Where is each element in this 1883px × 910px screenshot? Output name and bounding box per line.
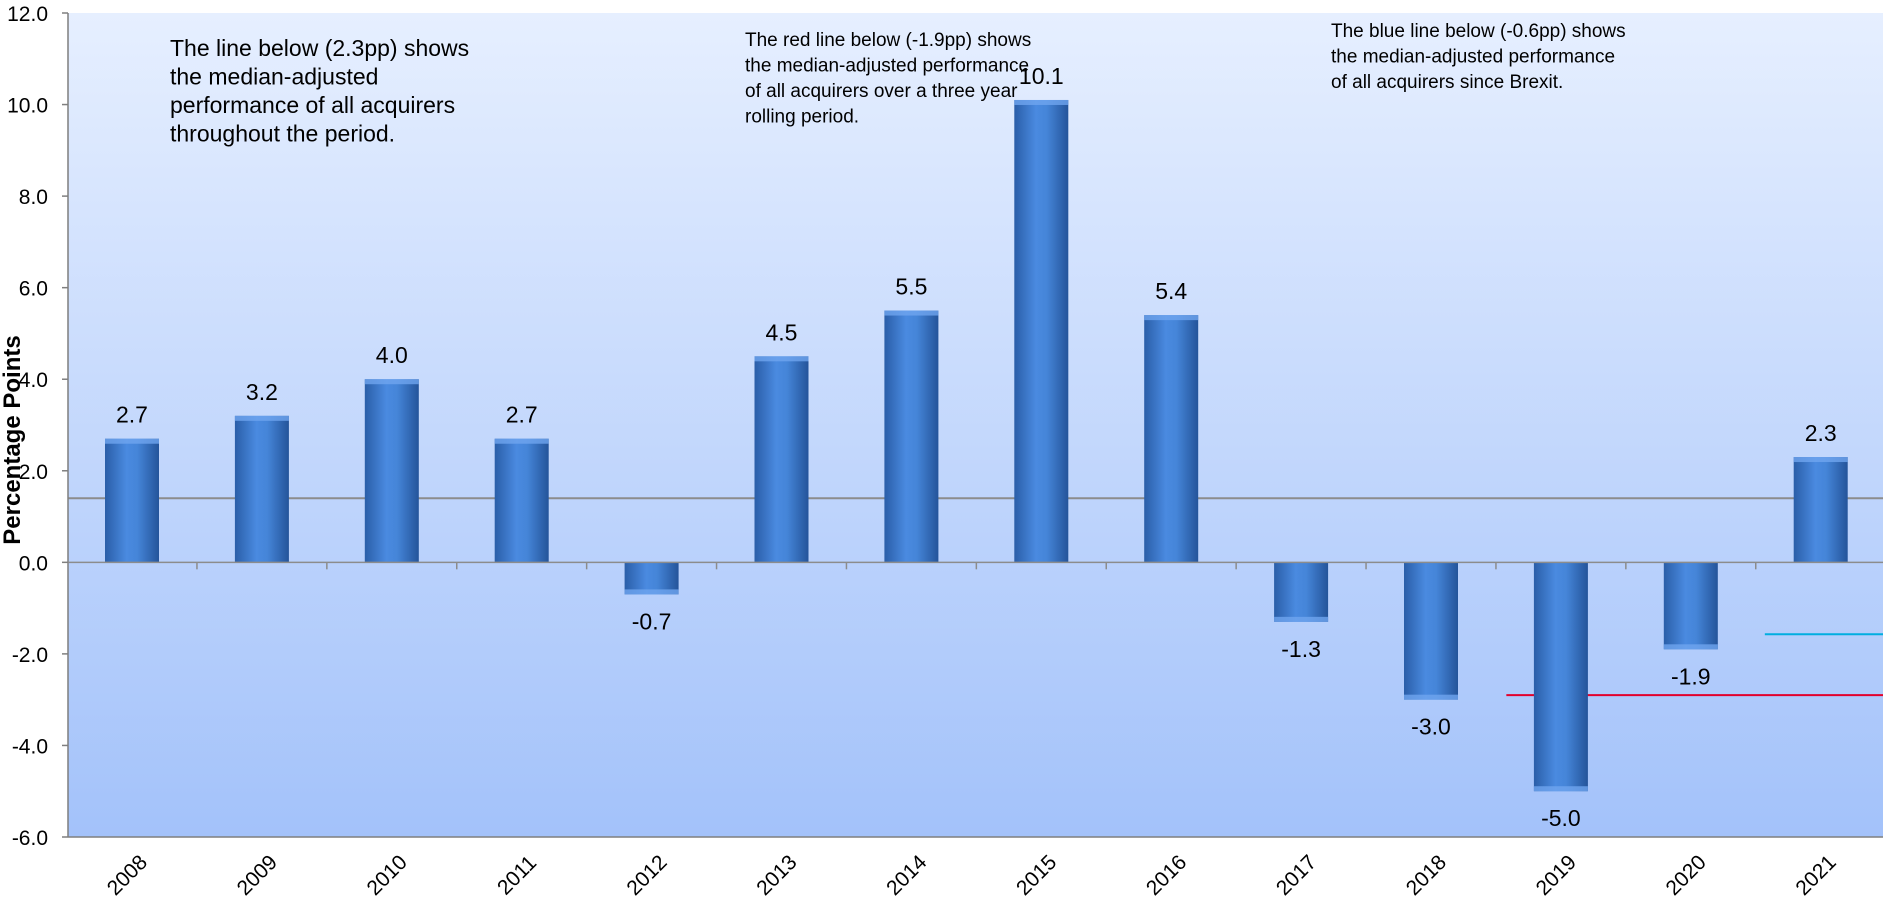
data-label: 5.5 — [895, 274, 927, 300]
data-label: 10.1 — [1019, 63, 1064, 89]
bar-2013 — [754, 356, 809, 563]
axes-group — [62, 12, 1883, 838]
annotation-2: The red line below (-1.9pp) shows the med… — [745, 30, 1031, 128]
data-label: 4.0 — [376, 342, 408, 368]
bar-cap — [884, 310, 939, 316]
bar-body — [1663, 562, 1718, 650]
y-tick-label: -4.0 — [12, 735, 48, 758]
data-label: 3.2 — [246, 379, 278, 405]
bar-2020 — [1663, 562, 1718, 650]
x-tick-label: 2021 — [1791, 851, 1840, 900]
x-tick-label: 2010 — [363, 851, 412, 900]
bar-cap — [1274, 616, 1329, 622]
bar-body — [624, 562, 679, 595]
x-tick-label: 2019 — [1532, 851, 1581, 900]
data-label: 4.5 — [766, 319, 798, 345]
bar-cap — [105, 438, 159, 444]
bar-cap — [754, 356, 809, 362]
bar-cap — [1533, 786, 1588, 792]
y-tick-label: 4.0 — [19, 369, 48, 392]
y-tick-label: 2.0 — [19, 461, 48, 484]
bar-body — [1144, 315, 1199, 563]
data-label: 5.4 — [1155, 278, 1187, 304]
bar-body — [364, 379, 419, 563]
bar-2014 — [884, 310, 939, 563]
bar-cap — [494, 438, 549, 444]
bar-cap — [364, 379, 419, 385]
y-tick-label: 8.0 — [19, 186, 48, 209]
y-tick-label: 0.0 — [19, 552, 48, 575]
data-label: 2.7 — [116, 402, 148, 428]
bar-body — [1014, 99, 1069, 563]
bar-2021 — [1793, 457, 1848, 563]
bar-body — [1404, 562, 1458, 700]
y-tick-label: -2.0 — [12, 644, 48, 667]
bar-body — [884, 310, 939, 563]
y-tick-label: 10.0 — [7, 95, 48, 118]
bar-2012 — [624, 562, 679, 595]
bar-2010 — [364, 379, 419, 563]
bar-2009 — [234, 415, 289, 563]
bar-cap — [1014, 99, 1069, 105]
bar-2016 — [1144, 315, 1199, 563]
bar-body — [234, 415, 289, 563]
data-label: -1.3 — [1281, 636, 1321, 662]
data-label: 2.7 — [506, 402, 538, 428]
annotation-1: The line below (2.3pp) shows the median-a… — [170, 35, 469, 147]
x-tick-label: 2008 — [103, 851, 152, 900]
bar-body — [105, 438, 159, 563]
y-axis-title: Percentage Points — [0, 335, 26, 544]
data-label: -0.7 — [632, 608, 672, 634]
bar-cap — [1404, 694, 1458, 700]
bar-2011 — [494, 438, 549, 563]
x-tick-label: 2015 — [1012, 851, 1061, 900]
bar-2015 — [1014, 99, 1069, 563]
bar-2008 — [105, 438, 159, 563]
bar-cap — [234, 415, 289, 421]
bar-2017 — [1274, 562, 1329, 622]
bar-body — [494, 438, 549, 563]
x-tick-label: 2018 — [1402, 851, 1451, 900]
bar-cap — [1793, 457, 1848, 463]
annotation-3: The blue line below (-0.6pp) shows the me… — [1331, 21, 1626, 93]
bars-group — [105, 99, 1848, 792]
bar-2018 — [1404, 562, 1458, 700]
bar-cap — [1144, 315, 1199, 321]
y-tick-label: 6.0 — [19, 278, 48, 301]
bar-body — [1274, 562, 1329, 622]
bar-body — [1793, 457, 1848, 563]
bar-2019 — [1533, 562, 1588, 792]
y-tick-label: 12.0 — [7, 3, 48, 26]
x-tick-label: 2014 — [882, 851, 932, 901]
x-tick-label: 2017 — [1272, 851, 1321, 900]
bar-body — [1533, 562, 1588, 792]
data-label: 2.3 — [1805, 420, 1837, 446]
x-tick-label: 2009 — [233, 851, 282, 900]
x-tick-label: 2011 — [493, 851, 541, 899]
data-label: -5.0 — [1541, 805, 1581, 831]
x-tick-label: 2016 — [1142, 851, 1191, 900]
data-label: -1.9 — [1671, 663, 1711, 689]
annotations-group: The line below (2.3pp) shows the median-a… — [170, 21, 1626, 147]
x-tick-label: 2020 — [1662, 851, 1711, 900]
y-tick-label: -6.0 — [12, 827, 48, 850]
bar-body — [754, 356, 809, 563]
x-tick-label: 2012 — [622, 851, 671, 900]
bar-cap — [1663, 644, 1718, 650]
data-label: -3.0 — [1411, 714, 1451, 740]
bar-cap — [624, 589, 679, 595]
x-tick-label: 2013 — [752, 851, 801, 900]
